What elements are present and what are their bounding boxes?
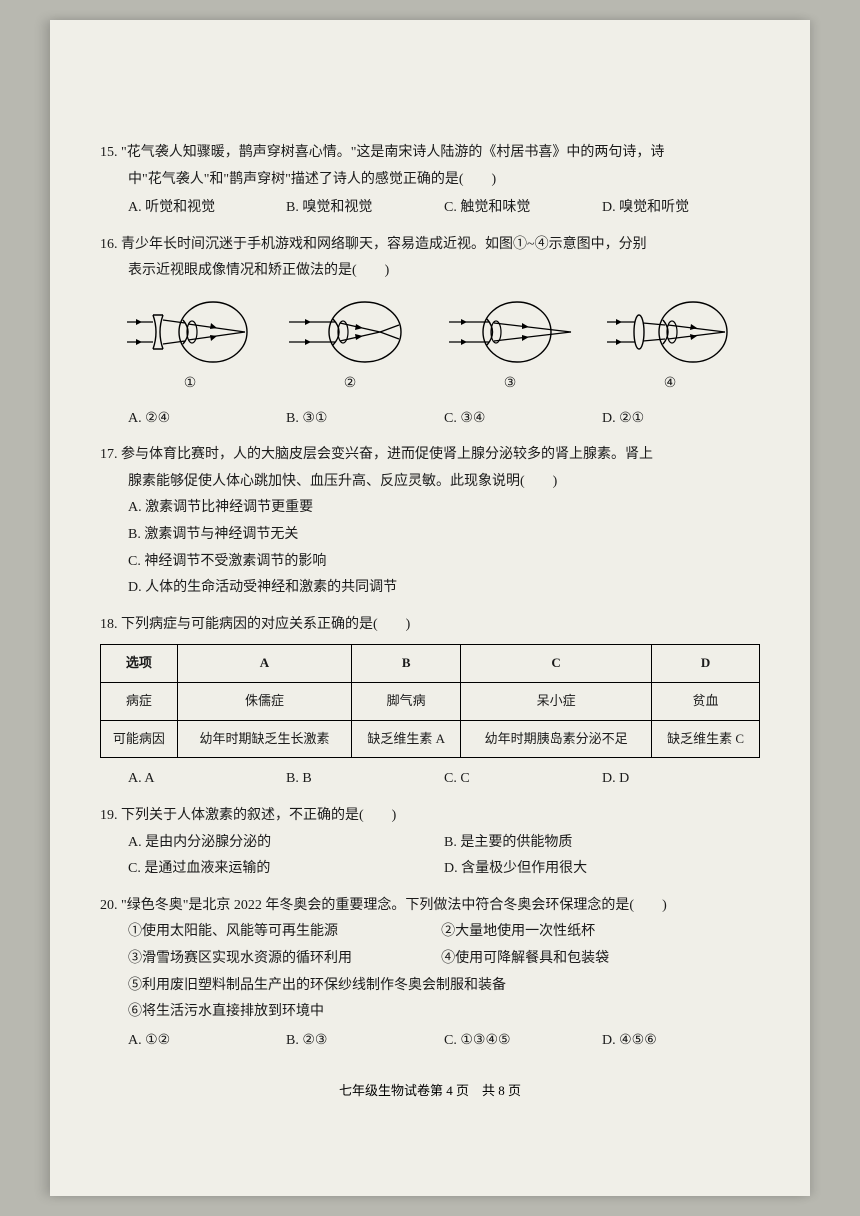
q16-line2: 表示近视眼成像情况和矫正做法的是( ) xyxy=(100,258,760,285)
eye-2-label: ② xyxy=(285,371,415,398)
q15-line1: "花气袭人知骤暖，鹊声穿树喜心情。"这是南宋诗人陆游的《村居书喜》中的两句诗，诗 xyxy=(121,145,664,160)
q15-line2: 中"花气袭人"和"鹊声穿树"描述了诗人的感觉正确的是( ) xyxy=(100,167,760,194)
table-row-2: 可能病因 幼年时期缺乏生长激素 缺乏维生素 A 幼年时期胰岛素分泌不足 缺乏维生… xyxy=(101,720,760,758)
th-1: A xyxy=(177,645,352,683)
eye-3-svg xyxy=(445,297,575,367)
q19-num: 19. xyxy=(100,808,118,823)
q19-choice-b: B. 是主要的供能物质 xyxy=(444,830,760,857)
eye-diagram-4: ④ xyxy=(605,297,735,398)
q20-text: "绿色冬奥"是北京 2022 年冬奥会的重要理念。下列做法中符合冬奥会环保理念的… xyxy=(121,898,667,913)
eye-1-label: ① xyxy=(125,371,255,398)
q17-choice-c: C. 神经调节不受激素调节的影响 xyxy=(128,549,760,576)
q18-choice-b: B. B xyxy=(286,766,444,793)
th-0: 选项 xyxy=(101,645,178,683)
q19-choice-c: C. 是通过血液来运输的 xyxy=(128,856,444,883)
th-4: D xyxy=(652,645,760,683)
q20-item-3: ③滑雪场赛区实现水资源的循环利用 xyxy=(128,946,438,973)
eye-diagram-2: ② xyxy=(285,297,415,398)
eye-2-svg xyxy=(285,297,415,367)
question-19: 19. 下列关于人体激素的叙述，不正确的是( ) A. 是由内分泌腺分泌的 B.… xyxy=(100,803,760,883)
q17-choices: A. 激素调节比神经调节更重要 B. 激素调节与神经调节无关 C. 神经调节不受… xyxy=(100,495,760,601)
r1c0: 病症 xyxy=(101,683,178,721)
r1c2: 脚气病 xyxy=(352,683,461,721)
q16-num: 16. xyxy=(100,237,118,252)
question-15: 15. "花气袭人知骤暖，鹊声穿树喜心情。"这是南宋诗人陆游的《村居书喜》中的两… xyxy=(100,140,760,222)
q17-choice-a: A. 激素调节比神经调节更重要 xyxy=(128,495,760,522)
q15-choice-a: A. 听觉和视觉 xyxy=(128,195,286,222)
q20-items: ①使用太阳能、风能等可再生能源 ②大量地使用一次性纸杯 ③滑雪场赛区实现水资源的… xyxy=(100,919,760,1025)
q15-choice-d: D. 嗅觉和听觉 xyxy=(602,195,760,222)
r1c3: 呆小症 xyxy=(461,683,652,721)
q20-item-1: ①使用太阳能、风能等可再生能源 xyxy=(128,919,438,946)
r1c1: 侏儒症 xyxy=(177,683,352,721)
question-18: 18. 下列病症与可能病因的对应关系正确的是( ) 选项 A B C D 病症 … xyxy=(100,612,760,793)
q20-item-2: ②大量地使用一次性纸杯 xyxy=(441,919,751,946)
r2c0: 可能病因 xyxy=(101,720,178,758)
page-footer: 七年级生物试卷第 4 页 共 8 页 xyxy=(100,1080,760,1099)
q20-choice-a: A. ①② xyxy=(128,1028,286,1055)
q16-choice-b: B. ③① xyxy=(286,406,444,433)
disease-table: 选项 A B C D 病症 侏儒症 脚气病 呆小症 贫血 可能病因 幼年时期缺乏… xyxy=(100,644,760,758)
q17-num: 17. xyxy=(100,447,118,462)
q20-item-5: ⑤利用废旧塑料制品生产出的环保纱线制作冬奥会制服和装备 xyxy=(128,973,760,1000)
q16-choices: A. ②④ B. ③① C. ③④ D. ②① xyxy=(100,406,760,433)
q15-num: 15. xyxy=(100,145,118,160)
q20-choices: A. ①② B. ②③ C. ①③④⑤ D. ④⑤⑥ xyxy=(100,1028,760,1055)
exam-page: 15. "花气袭人知骤暖，鹊声穿树喜心情。"这是南宋诗人陆游的《村居书喜》中的两… xyxy=(50,20,810,1196)
q17-line2: 腺素能够促使人体心跳加快、血压升高、反应灵敏。此现象说明( ) xyxy=(100,469,760,496)
q16-line1: 青少年长时间沉迷于手机游戏和网络聊天，容易造成近视。如图①~④示意图中，分别 xyxy=(121,237,647,252)
q18-text: 下列病症与可能病因的对应关系正确的是( ) xyxy=(121,617,410,632)
q19-text: 下列关于人体激素的叙述，不正确的是( ) xyxy=(121,808,396,823)
eye-1-svg xyxy=(125,297,255,367)
q20-item-6: ⑥将生活污水直接排放到环境中 xyxy=(128,999,760,1026)
eye-diagram-3: ③ xyxy=(445,297,575,398)
q18-choice-d: D. D xyxy=(602,766,760,793)
q17-choice-d: D. 人体的生命活动受神经和激素的共同调节 xyxy=(128,575,760,602)
table-row-1: 病症 侏儒症 脚气病 呆小症 贫血 xyxy=(101,683,760,721)
q17-choice-b: B. 激素调节与神经调节无关 xyxy=(128,522,760,549)
question-16: 16. 青少年长时间沉迷于手机游戏和网络聊天，容易造成近视。如图①~④示意图中，… xyxy=(100,232,760,432)
eye-3-label: ③ xyxy=(445,371,575,398)
r2c4: 缺乏维生素 C xyxy=(652,720,760,758)
q16-choice-d: D. ②① xyxy=(602,406,760,433)
q20-num: 20. xyxy=(100,898,118,913)
q15-choice-c: C. 触觉和味觉 xyxy=(444,195,602,222)
q18-choice-a: A. A xyxy=(128,766,286,793)
th-3: C xyxy=(461,645,652,683)
r2c1: 幼年时期缺乏生长激素 xyxy=(177,720,352,758)
q17-line1: 参与体育比赛时，人的大脑皮层会变兴奋，进而促使肾上腺分泌较多的肾上腺素。肾上 xyxy=(121,447,653,462)
q20-item-4: ④使用可降解餐具和包装袋 xyxy=(441,946,751,973)
q18-choices: A. A B. B C. C D. D xyxy=(100,766,760,793)
q20-choice-d: D. ④⑤⑥ xyxy=(602,1028,760,1055)
q20-choice-b: B. ②③ xyxy=(286,1028,444,1055)
q15-choices: A. 听觉和视觉 B. 嗅觉和视觉 C. 触觉和味觉 D. 嗅觉和听觉 xyxy=(100,195,760,222)
question-20: 20. "绿色冬奥"是北京 2022 年冬奥会的重要理念。下列做法中符合冬奥会环… xyxy=(100,893,760,1055)
q18-num: 18. xyxy=(100,617,118,632)
eye-diagram-1: ① xyxy=(125,297,255,398)
q16-choice-c: C. ③④ xyxy=(444,406,602,433)
r1c4: 贫血 xyxy=(652,683,760,721)
q19-choices: A. 是由内分泌腺分泌的 B. 是主要的供能物质 C. 是通过血液来运输的 D.… xyxy=(100,830,760,883)
q20-choice-c: C. ①③④⑤ xyxy=(444,1028,602,1055)
q18-choice-c: C. C xyxy=(444,766,602,793)
eye-diagrams: ① ② xyxy=(100,285,760,404)
r2c2: 缺乏维生素 A xyxy=(352,720,461,758)
eye-4-svg xyxy=(605,297,735,367)
q16-choice-a: A. ②④ xyxy=(128,406,286,433)
r2c3: 幼年时期胰岛素分泌不足 xyxy=(461,720,652,758)
question-17: 17. 参与体育比赛时，人的大脑皮层会变兴奋，进而促使肾上腺分泌较多的肾上腺素。… xyxy=(100,442,760,602)
q19-choice-a: A. 是由内分泌腺分泌的 xyxy=(128,830,444,857)
eye-4-label: ④ xyxy=(605,371,735,398)
th-2: B xyxy=(352,645,461,683)
q15-choice-b: B. 嗅觉和视觉 xyxy=(286,195,444,222)
table-header-row: 选项 A B C D xyxy=(101,645,760,683)
q19-choice-d: D. 含量极少但作用很大 xyxy=(444,856,760,883)
